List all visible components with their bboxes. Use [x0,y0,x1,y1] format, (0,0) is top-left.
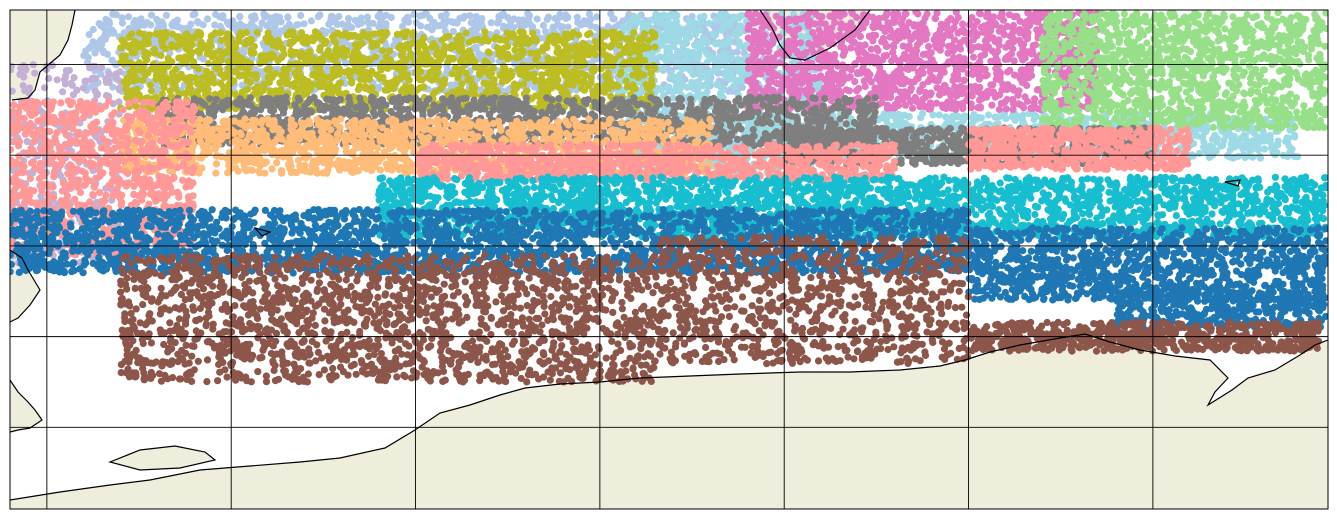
land-seward-peninsula [10,380,42,432]
coastline-herald [253,226,272,237]
coastline-siberia [11,10,76,101]
coastline-banks-islet [1224,179,1241,187]
coastline-st-lawrence [108,445,217,471]
drift-points [10,10,1328,386]
graticule [10,10,1328,509]
point-cluster-19 [651,233,973,368]
coastline-chukotka [10,249,41,323]
point-cluster-18 [117,251,659,386]
point-cluster-13 [965,124,1193,174]
coastline [10,10,1328,501]
coastline-wrangel [759,10,871,61]
map-frame [9,9,1329,510]
coastline-alaska [10,333,1328,501]
point-cluster-15 [10,206,972,277]
coastline-seward [10,379,43,433]
land-chukotka [10,250,40,322]
land-alaska [10,334,1328,509]
